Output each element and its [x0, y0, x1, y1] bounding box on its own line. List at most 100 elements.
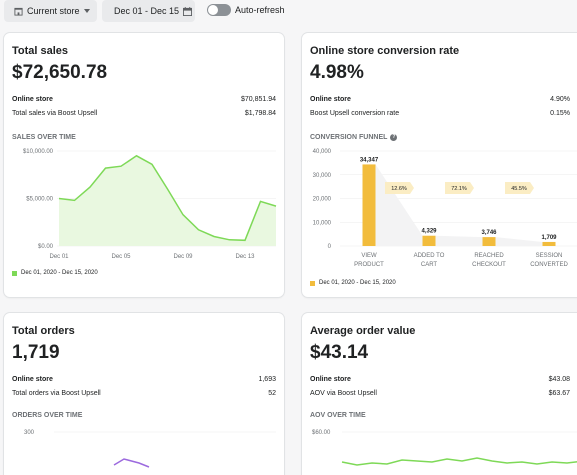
conversion-rate-card: Online store conversion rate 4.98% Onlin…	[302, 33, 577, 297]
funnel-value-label: 1,709	[541, 235, 557, 241]
auto-refresh-label: Auto-refresh	[235, 5, 285, 15]
boost-upsell-conversion-label: Boost Upsell conversion rate	[310, 110, 400, 117]
aov-series-line	[341, 457, 577, 466]
funnel-category-label: ADDED TO	[414, 253, 445, 259]
sales-legend-swatch	[12, 270, 17, 276]
funnel-dropoff-area	[435, 235, 483, 246]
total-sales-title: Total sales	[12, 45, 69, 57]
funnel-y-tick: 10,000	[313, 220, 332, 226]
funnel-value-label: 3,746	[481, 230, 497, 236]
date-range-picker[interactable]: Dec 01 - Dec 15	[102, 0, 195, 22]
funnel-bar	[422, 235, 436, 246]
funnel-step-rate-label: 72.1%	[451, 186, 467, 192]
funnel-category-label: CHECKOUT	[472, 262, 506, 268]
funnel-step-rate-badge: 12.6%	[385, 182, 414, 194]
funnel-category-label: REACHED	[474, 253, 504, 259]
average-order-value-card: Average order value $43.14 Online store …	[302, 313, 577, 475]
conversion-funnel-chart: 40,000 30,000 20,000 10,000 0 34,347 VIEW PRODU…	[313, 149, 577, 268]
total-orders-card: Total orders 1,719 Online store 1,693 To…	[4, 313, 284, 475]
help-icon[interactable]: ?	[390, 134, 398, 141]
sales-y-tick: $5,000.00	[26, 197, 53, 203]
funnel-step-rate-badge: 45.5%	[505, 182, 534, 194]
funnel-y-tick: 20,000	[313, 197, 332, 203]
total-sales-card: Total sales $72,650.78 Online store $70,…	[4, 33, 284, 297]
funnel-category-label: PRODUCT	[354, 262, 384, 268]
funnel-category-label: SESSION	[536, 253, 563, 259]
funnel-step-rate-badge: 72.1%	[445, 182, 474, 194]
funnel-step-rate-shape	[445, 182, 474, 194]
online-store-sales-label: Online store	[12, 96, 53, 103]
boost-upsell-aov-value: $63.67	[548, 390, 570, 397]
total-orders-title: Total orders	[12, 325, 75, 337]
online-store-aov-label: Online store	[310, 376, 351, 383]
online-store-orders-value: 1,693	[258, 376, 276, 383]
boost-upsell-aov-label: AOV via Boost Upsell	[310, 390, 377, 397]
store-icon	[14, 7, 23, 16]
orders-chart-title: ORDERS OVER TIME	[12, 412, 83, 419]
funnel-category-label: VIEW	[361, 253, 377, 259]
funnel-step-rate-shape	[505, 182, 534, 194]
funnel-y-tick: 0	[328, 244, 332, 250]
sales-chart-title: SALES OVER TIME	[12, 134, 76, 141]
funnel-value-label: 34,347	[360, 157, 379, 163]
funnel-category-label: CART	[421, 262, 438, 268]
online-store-sales-value: $70,851.94	[240, 96, 276, 103]
online-store-conversion-value: 4.90%	[550, 96, 570, 103]
funnel-bar	[482, 237, 496, 246]
funnel-y-tick: 30,000	[313, 173, 332, 179]
boost-upsell-orders-value: 52	[268, 390, 276, 397]
calendar-icon	[183, 6, 193, 16]
funnel-step-rate-label: 45.5%	[511, 186, 527, 192]
conversion-title: Online store conversion rate	[310, 45, 460, 57]
aov-over-time-chart: $60.00	[312, 430, 577, 466]
aov-title: Average order value	[310, 325, 416, 337]
auto-refresh-toggle[interactable]	[207, 4, 231, 16]
aov-y-tick-top: $60.00	[312, 430, 331, 436]
funnel-legend: Dec 01, 2020 - Dec 15, 2020	[310, 280, 396, 286]
funnel-category-label: CONVERTED	[530, 262, 568, 268]
sales-y-tick: $10,000.00	[23, 149, 54, 155]
sales-x-tick: Dec 13	[235, 254, 255, 260]
funnel-dropoff-area	[375, 164, 423, 246]
funnel-step-rate-label: 12.6%	[391, 186, 407, 192]
orders-over-time-chart: 300	[24, 430, 276, 468]
boost-upsell-sales-label: Total sales via Boost Upsell	[12, 110, 98, 117]
funnel-dropoff-area	[495, 237, 543, 246]
aov-value: $43.14	[310, 342, 369, 363]
online-store-conversion-label: Online store	[310, 96, 351, 103]
caret-down-icon	[83, 9, 90, 13]
boost-upsell-conversion-value: 0.15%	[550, 110, 570, 117]
sales-y-tick: $0.00	[38, 244, 54, 250]
funnel-y-tick: 40,000	[313, 149, 332, 155]
sales-legend-label: Dec 01, 2020 - Dec 15, 2020	[21, 270, 98, 276]
total-orders-value: 1,719	[12, 342, 60, 363]
funnel-chart-title: CONVERSION FUNNEL ?	[310, 134, 398, 141]
online-store-orders-label: Online store	[12, 376, 53, 383]
sales-x-tick: Dec 01	[49, 254, 69, 260]
conversion-value: 4.98%	[310, 62, 364, 83]
sales-area-fill	[59, 155, 276, 246]
store-selector-label: Current store	[27, 6, 80, 16]
funnel-step-rate-shape	[385, 182, 414, 194]
aov-chart-title: AOV OVER TIME	[310, 412, 366, 419]
sales-line	[58, 154, 277, 242]
sales-legend: Dec 01, 2020 - Dec 15, 2020	[12, 270, 98, 276]
store-selector[interactable]: Current store	[4, 0, 97, 22]
sales-x-tick: Dec 05	[111, 254, 131, 260]
boost-upsell-sales-value: $1,798.84	[244, 110, 276, 117]
funnel-value-label: 4,329	[421, 229, 437, 235]
online-store-aov-value: $43.08	[548, 376, 570, 383]
sales-x-tick: Dec 09	[173, 254, 193, 260]
funnel-legend-swatch	[310, 280, 315, 286]
funnel-legend-label: Dec 01, 2020 - Dec 15, 2020	[319, 280, 396, 286]
toolbar: Current store Dec 01 - Dec 15 Auto-refre…	[0, 0, 577, 26]
funnel-bar	[542, 241, 556, 246]
date-range-label: Dec 01 - Dec 15	[114, 6, 180, 16]
funnel-chart-title-text: CONVERSION FUNNEL	[310, 134, 388, 141]
sales-over-time-chart: $10,000.00 $5,000.00 $0.00 Dec 01 Dec 05 Dec …	[23, 149, 277, 260]
funnel-bar	[362, 164, 376, 246]
boost-upsell-orders-label: Total orders via Boost Upsell	[12, 390, 101, 397]
orders-series-line	[113, 458, 150, 468]
toggle-knob	[208, 5, 218, 15]
orders-y-tick-top: 300	[24, 430, 35, 436]
